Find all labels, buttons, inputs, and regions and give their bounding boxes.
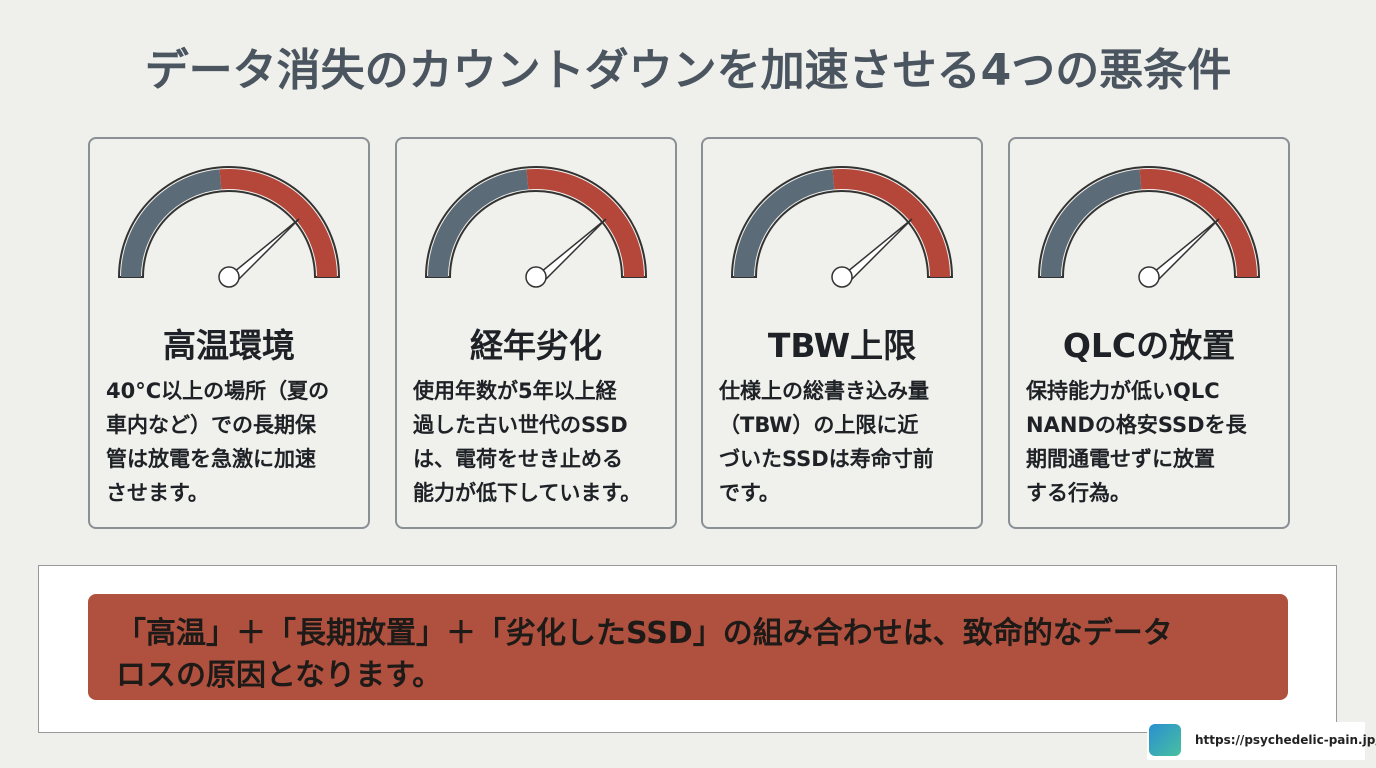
gauge — [424, 166, 648, 288]
gauge-hub — [1138, 266, 1160, 288]
banner-text: 「高温」＋「長期放置」＋「劣化したSSD」の組み合わせは、致命的なデータ — [116, 616, 1173, 651]
card: QLCの放置保持能力が低いQLC NANDの格安SSDを長 期間通電せずに放置 する行… — [1008, 137, 1290, 529]
card: TBW上限仕様上の総書き込み量 （TBW）の上限に近 づいたSSDは寿命寸前 です。 — [701, 137, 983, 529]
site-icon — [1149, 724, 1181, 756]
site-url: https://psychedelic-pain.jp/ — [1195, 733, 1376, 747]
card-text: 期間通電せずに放置 — [1026, 447, 1215, 471]
gauge — [117, 166, 341, 288]
card-text: 管は放電を急激に加速 — [106, 447, 316, 471]
card-title: 高温環境 — [163, 326, 295, 365]
card-title: 経年劣化 — [470, 326, 602, 365]
watermark: https://psychedelic-pain.jp/ — [1147, 722, 1376, 760]
card-text: する行為。 — [1026, 481, 1131, 505]
gauge — [730, 166, 954, 288]
card-text: は、電荷をせき止める — [413, 447, 623, 471]
card-text: です。 — [719, 481, 780, 505]
summary-banner: 「高温」＋「長期放置」＋「劣化したSSD」の組み合わせは、致命的なデータ ロスの原… — [88, 594, 1288, 700]
card-text: 保持能力が低いQLC — [1026, 379, 1220, 403]
gauge-hub — [218, 266, 240, 288]
card-text: 車内など）での長期保 — [106, 413, 316, 437]
card-title: TBW上限 — [767, 326, 917, 365]
card-text: 使用年数が5年以上経 — [413, 379, 617, 403]
gauge-high — [832, 169, 950, 277]
card-text: 過した古い世代のSSD — [413, 413, 628, 437]
card-text: 仕様上の総書き込み量 — [719, 379, 929, 403]
banner-text: ロスの原因となります。 — [116, 658, 443, 693]
gauge-outline — [117, 166, 341, 278]
page-title: データ消失のカウントダウンを加速させる4つの悪条件 — [144, 45, 1232, 96]
gauge — [1037, 166, 1261, 288]
gauge-low — [121, 169, 222, 277]
card-text: NANDの格安SSDを長 — [1026, 413, 1247, 437]
gauge-high — [1139, 169, 1257, 277]
card-text: 40°C以上の場所（夏の — [106, 379, 330, 403]
gauge-low — [1041, 169, 1142, 277]
card: 高温環境 40°C以上の場所（夏の 車内など）での長期保 管は放電を急激に加速 させます… — [88, 137, 370, 529]
card-text: 能力が低下しています。 — [413, 481, 642, 505]
gauge-high — [219, 169, 337, 277]
gauge-outline — [424, 166, 648, 278]
card-text: させます。 — [106, 481, 209, 505]
gauge-outline — [730, 166, 954, 278]
card: 経年劣化使用年数が5年以上経 過した古い世代のSSD は、電荷をせき止める 能力が低下… — [395, 137, 677, 529]
card-text: （TBW）の上限に近 — [719, 413, 919, 437]
gauge-hub — [831, 266, 853, 288]
gauge-low — [734, 169, 835, 277]
card-title: QLCの放置 — [1062, 326, 1236, 365]
gauge-high — [526, 169, 644, 277]
card-text: づいたSSDは寿命寸前 — [719, 447, 934, 471]
gauge-outline — [1037, 166, 1261, 278]
gauge-hub — [525, 266, 547, 288]
gauge-low — [428, 169, 529, 277]
